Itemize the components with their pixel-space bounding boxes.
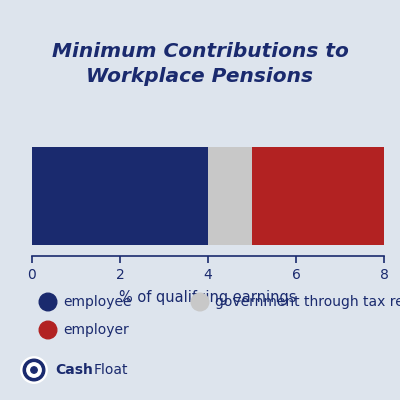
Bar [32, 147, 208, 245]
Text: Minimum Contributions to
Workplace Pensions: Minimum Contributions to Workplace Pensi… [52, 42, 348, 86]
Text: government through tax relief: government through tax relief [215, 295, 400, 309]
Text: Cash: Cash [55, 363, 93, 377]
X-axis label: % of qualifying earnings: % of qualifying earnings [119, 290, 297, 305]
Bar [208, 147, 252, 245]
Bar [252, 147, 384, 245]
Text: employer: employer [63, 323, 129, 337]
Text: employee: employee [63, 295, 132, 309]
Text: Float: Float [94, 363, 128, 377]
